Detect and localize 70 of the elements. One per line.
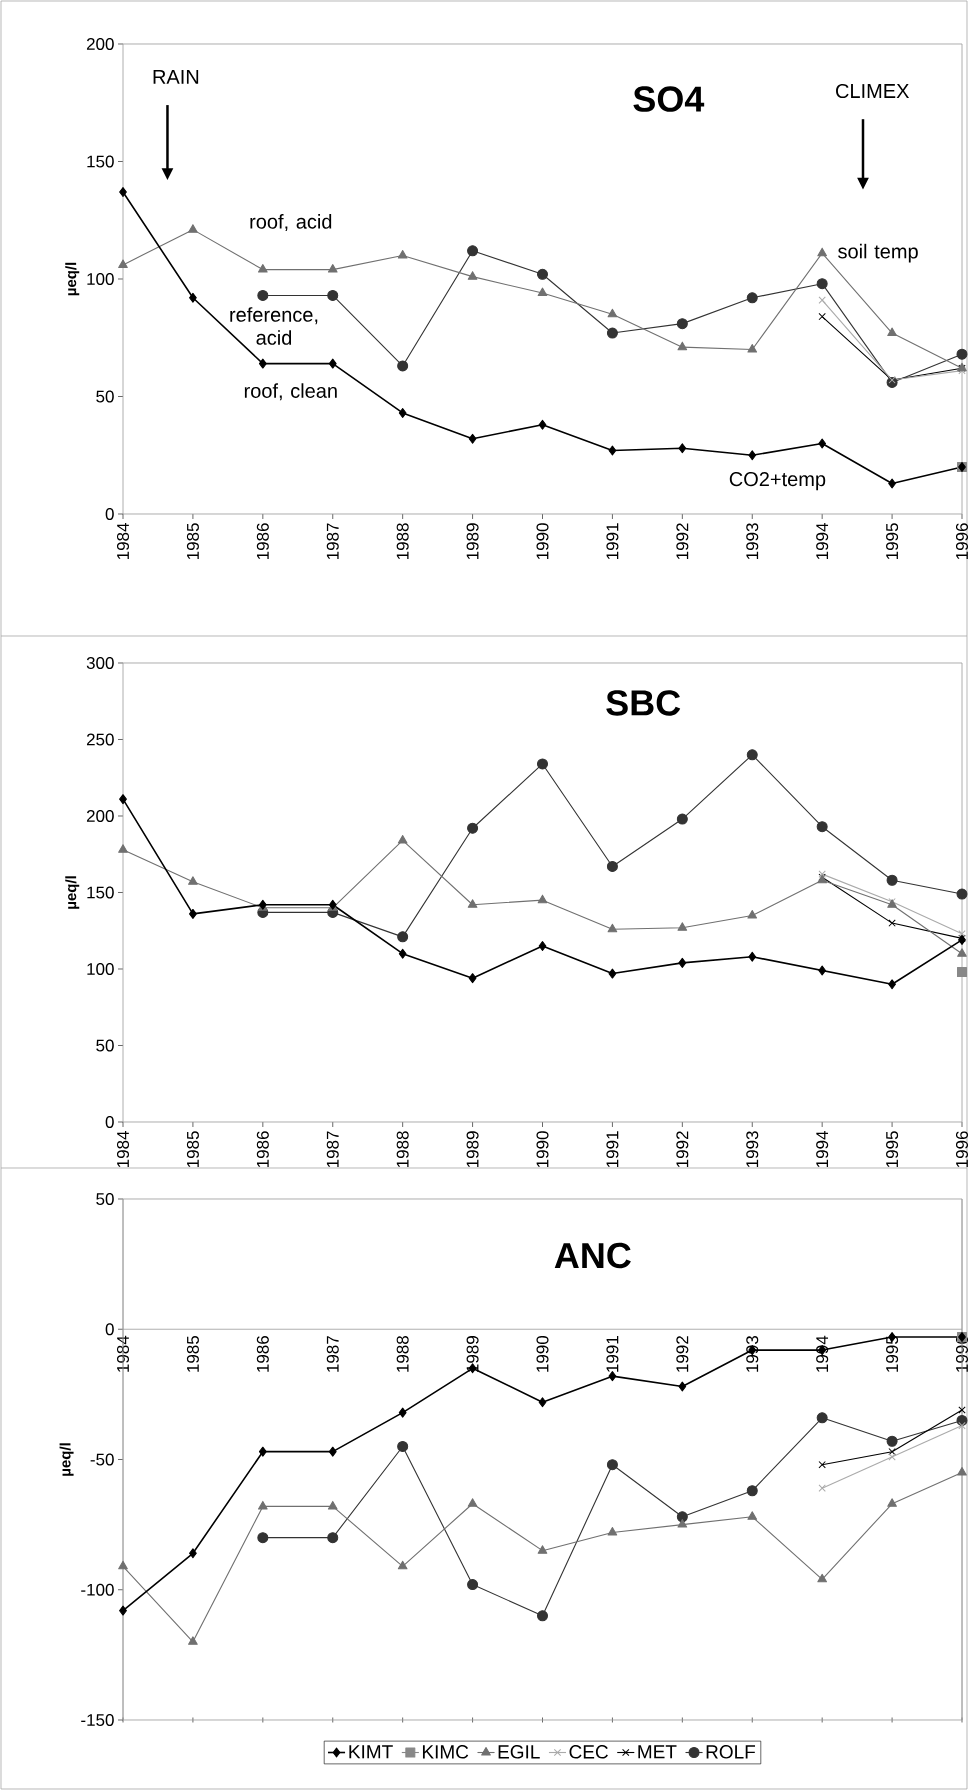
legend-label: ROLF — [706, 1745, 756, 1759]
x-tick-label: 1993 — [746, 1131, 759, 1168]
x-tick-label: 1988 — [396, 523, 409, 560]
x-tick-label: 1987 — [326, 1131, 339, 1168]
y-tick-label: 300 — [86, 656, 114, 670]
y-tick-label: -100 — [81, 1583, 114, 1596]
y-tick-label: 150 — [87, 155, 114, 168]
x-tick-label: 1990 — [536, 1335, 549, 1372]
y-tick-label: -50 — [90, 1453, 114, 1466]
legend-label: CEC — [569, 1745, 608, 1759]
x-tick-label: 1995 — [886, 523, 899, 560]
y-axis-title: µeq/l — [65, 262, 80, 296]
y-tick-label: -150 — [81, 1713, 114, 1727]
text: ANC — [554, 1242, 631, 1269]
y-tick-label: 0 — [105, 507, 114, 521]
y-tick-label: 0 — [105, 1323, 114, 1336]
x-tick-label: 1985 — [186, 523, 199, 560]
y-tick-label: 200 — [86, 37, 114, 51]
x-tick-label: 1985 — [186, 1336, 199, 1372]
legend-label: KIMC — [422, 1745, 469, 1759]
y-tick-label: 250 — [86, 733, 114, 746]
x-tick-label: 1996 — [955, 523, 968, 560]
x-tick-label: 1996 — [955, 1131, 968, 1168]
y-tick-label: 150 — [87, 886, 114, 899]
legend-label: EGIL — [498, 1745, 540, 1759]
x-tick-label: 1992 — [676, 1131, 689, 1168]
y-tick-label: 50 — [96, 390, 114, 403]
y-tick-label: 100 — [87, 962, 114, 976]
y-axis-title: µeq/l — [65, 876, 80, 909]
x-tick-label: 1990 — [536, 523, 549, 560]
legend-label: KIMT — [349, 1745, 393, 1759]
x-tick-label: 1991 — [606, 523, 619, 560]
x-tick-label: 1989 — [466, 523, 479, 560]
annotation: roof, acid — [250, 214, 332, 232]
x-tick-label: 1984 — [116, 1335, 130, 1372]
y-tick-label: 0 — [105, 1115, 114, 1129]
y-tick-label: 200 — [86, 809, 114, 823]
x-tick-label: 1987 — [326, 1336, 339, 1372]
y-tick-label: 100 — [87, 272, 114, 286]
annotation: roof, clean — [244, 383, 337, 401]
x-tick-label: 1992 — [676, 523, 689, 560]
text: SBC — [606, 690, 681, 716]
x-tick-label: 1994 — [816, 523, 829, 560]
annotation: reference, acid — [230, 307, 318, 345]
x-tick-label: 1988 — [396, 1336, 409, 1372]
x-tick-label: 1993 — [746, 523, 759, 560]
x-tick-label: 1989 — [466, 1131, 479, 1168]
x-tick-label: 1986 — [256, 1131, 269, 1168]
x-tick-label: 1992 — [676, 1336, 689, 1372]
annotation: CLIMEX — [836, 83, 910, 99]
legend-label: MET — [638, 1745, 677, 1759]
x-tick-label: 1988 — [396, 1131, 409, 1168]
x-tick-label: 1985 — [186, 1131, 199, 1168]
y-tick-label: 50 — [96, 1192, 114, 1206]
x-tick-label: 1990 — [536, 1131, 549, 1168]
text: SO4 — [633, 86, 705, 112]
x-tick-label: 1991 — [606, 1336, 619, 1372]
y-axis-title: µeq/l — [59, 1443, 74, 1476]
annotation: soil temp — [838, 243, 918, 263]
x-tick-label: 1987 — [326, 523, 339, 560]
x-tick-label: 1986 — [256, 523, 269, 560]
y-tick-label: 50 — [96, 1039, 114, 1052]
x-tick-label: 1991 — [606, 1131, 619, 1168]
annotation: CO2+temp — [729, 472, 826, 491]
x-tick-label: 1984 — [116, 523, 130, 560]
x-tick-label: 1995 — [886, 1131, 899, 1168]
x-tick-label: 1994 — [816, 1131, 829, 1168]
x-tick-label: 1984 — [116, 1131, 130, 1168]
x-tick-label: 1986 — [256, 1336, 269, 1372]
annotation: RAIN — [153, 70, 199, 84]
